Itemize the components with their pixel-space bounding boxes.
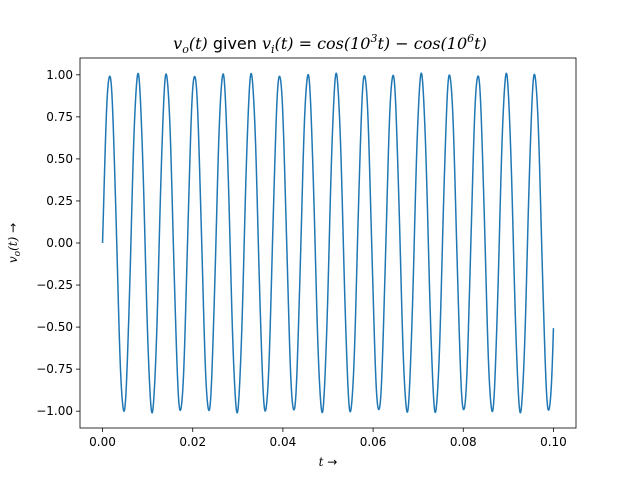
y-tick-label: 0.75 xyxy=(46,110,73,124)
y-axis-label: vo(t) → xyxy=(6,223,23,263)
y-tick-label: −0.50 xyxy=(36,320,73,334)
y-tick-label: 1.00 xyxy=(46,68,73,82)
x-tick-label: 0.00 xyxy=(89,435,116,449)
x-tick-label: 0.06 xyxy=(360,435,387,449)
x-axis-label: t → xyxy=(319,455,338,469)
y-tick-label: −0.75 xyxy=(36,362,73,376)
y-axis: −1.00 −0.75 −0.50 −0.25 0.00 0.25 0.50 0.75 1.00 xyxy=(36,68,80,418)
x-tick-label: 0.04 xyxy=(270,435,297,449)
chart-title: vo(t) given vi(t) = cos(103t) − cos(106t… xyxy=(173,32,487,56)
y-tick-label: 0.25 xyxy=(46,194,73,208)
y-tick-label: 0.00 xyxy=(46,236,73,250)
axes-frame xyxy=(79,57,577,429)
x-tick-label: 0.10 xyxy=(540,435,567,449)
x-axis: 0.00 0.02 0.04 0.06 0.08 0.10 xyxy=(89,428,567,449)
x-tick-label: 0.08 xyxy=(450,435,477,449)
y-tick-label: −1.00 xyxy=(36,404,73,418)
y-tick-label: −0.25 xyxy=(36,278,73,292)
plot-area xyxy=(101,72,555,414)
series-line xyxy=(101,72,555,414)
y-tick-label: 0.50 xyxy=(46,152,73,166)
x-tick-label: 0.02 xyxy=(179,435,206,449)
